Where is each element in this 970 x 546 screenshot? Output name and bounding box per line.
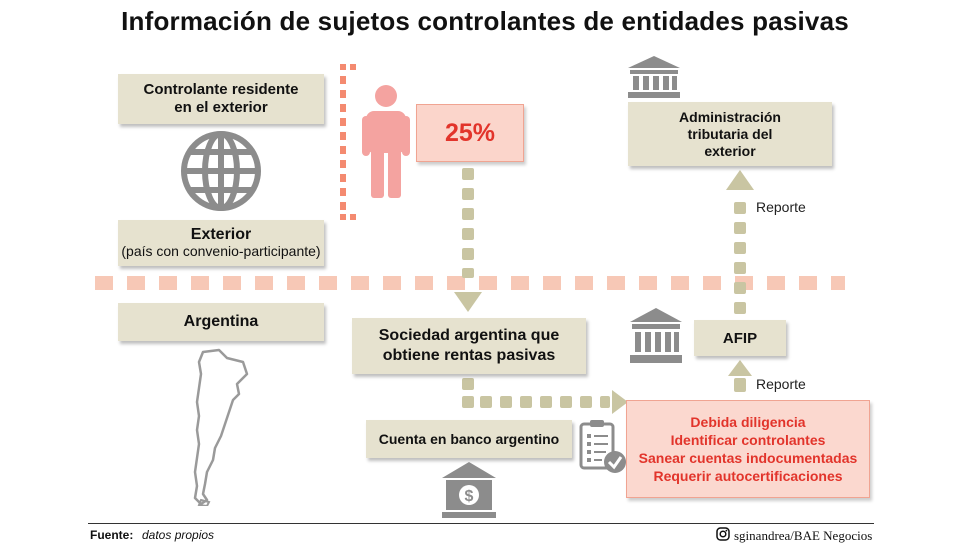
exterior-subtitle: (país con convenio-participante)	[121, 243, 321, 259]
person-bracket	[340, 64, 356, 220]
argentina-box: Argentina	[118, 303, 324, 341]
source-label: Fuente:	[90, 528, 134, 542]
sociedad-line-2: obtiene rentas pasivas	[382, 347, 556, 364]
obligation-debida-diligencia: Debida diligencia	[690, 414, 806, 430]
sociedad-line-1: Sociedad argentina que	[378, 327, 560, 344]
svg-text:$: $	[465, 488, 474, 505]
arrow-obligations-to-afip	[728, 360, 752, 392]
government-building-icon	[628, 56, 680, 98]
arrow-afip-to-admin	[726, 170, 754, 314]
afip-box: AFIP	[694, 320, 786, 356]
instagram-icon	[716, 527, 730, 541]
admin-line-3: exterior	[704, 142, 756, 159]
afip-building-icon	[630, 308, 682, 363]
exterior-box: Exterior (país con convenio-participante…	[118, 220, 324, 266]
sociedad-box: Sociedad argentina que obtiene rentas pa…	[352, 318, 586, 374]
admin-line-1: Administración	[679, 108, 781, 125]
argentina-map-icon	[193, 348, 249, 506]
obligation-sanear-cuentas: Sanear cuentas indocumentadas	[638, 450, 858, 466]
controlante-line-1: Controlante residente	[143, 81, 299, 98]
obligation-identificar-controlantes: Identificar controlantes	[670, 432, 826, 448]
checklist-icon	[579, 420, 626, 473]
globe-icon	[181, 131, 261, 211]
reporte-label-lower: Reporte	[756, 376, 806, 392]
reporte-label-upper: Reporte	[756, 199, 806, 215]
arrow-percent-to-sociedad	[454, 168, 482, 312]
obligations-box: Debida diligencia Identificar controlant…	[626, 400, 870, 498]
cuenta-banco-box: Cuenta en banco argentino	[366, 420, 572, 458]
footer-rule	[88, 523, 874, 524]
person-icon	[362, 85, 410, 198]
border-dashed-line	[95, 276, 845, 290]
source-value: datos propios	[142, 528, 215, 542]
admin-tributaria-box: Administración tributaria del exterior	[628, 102, 832, 166]
controlante-box: Controlante residente en el exterior	[118, 74, 324, 124]
obligation-requerir-autocertificaciones: Requerir autocertificaciones	[653, 468, 843, 484]
percent-threshold-box: 25%	[416, 104, 524, 162]
arrow-sociedad-to-obligations	[462, 378, 628, 414]
credit-text: sginandrea/BAE Negocios	[734, 528, 873, 543]
admin-line-2: tributaria del	[687, 125, 773, 142]
bank-dollar-icon: $	[442, 462, 496, 518]
exterior-title: Exterior	[190, 226, 252, 243]
page-title: Información de sujetos controlantes de e…	[121, 6, 849, 36]
controlante-line-2: en el exterior	[174, 99, 268, 116]
